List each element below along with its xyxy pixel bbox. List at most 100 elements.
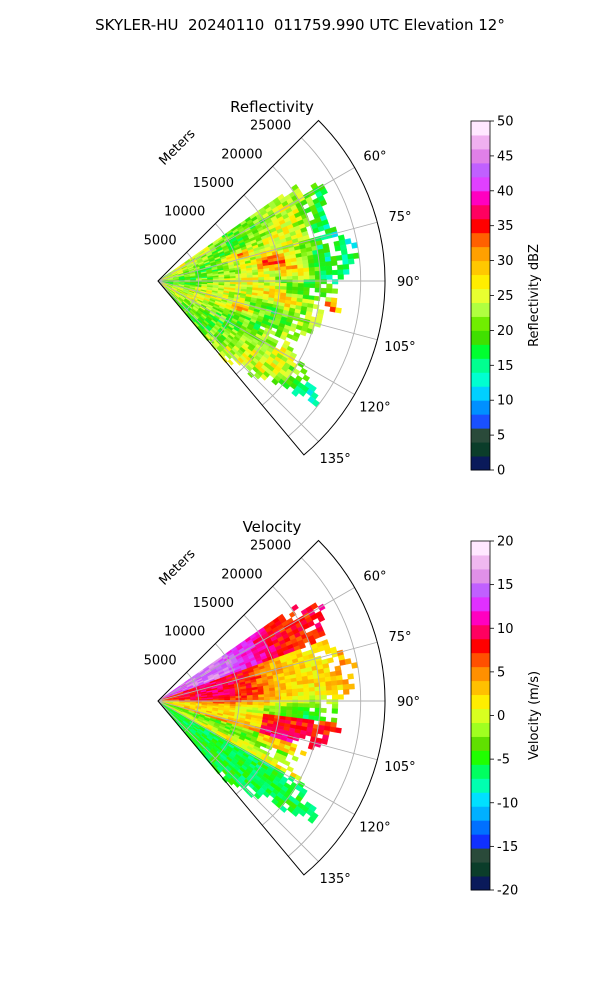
radar-cell xyxy=(281,699,288,704)
radar-cell xyxy=(309,703,316,709)
radar-cell xyxy=(275,273,282,278)
radar-cell xyxy=(286,272,293,277)
radar-cell xyxy=(252,694,259,698)
radar-cell xyxy=(280,689,287,694)
colorbar-swatch xyxy=(471,442,490,457)
azimuth-tick-label: 90° xyxy=(397,695,420,710)
radar-cell xyxy=(253,372,261,380)
radar-cell xyxy=(325,685,333,691)
radar-cell xyxy=(303,695,310,700)
radar-cell xyxy=(342,679,349,686)
colorbar-swatch xyxy=(471,428,490,443)
radar-cell xyxy=(246,277,254,281)
radar-cell xyxy=(297,264,304,270)
radar-cell xyxy=(307,258,315,265)
radar-cell xyxy=(269,273,276,278)
colorbar-swatch xyxy=(471,190,490,206)
polar-grid xyxy=(157,137,385,442)
azimuth-tick-label: 135° xyxy=(319,452,350,467)
radar-cell xyxy=(341,254,349,261)
colorbar-tick-label: 40 xyxy=(497,184,514,199)
colorbar-swatch xyxy=(471,694,490,710)
colorbar-tick-label: 15 xyxy=(497,359,514,374)
radar-cell xyxy=(308,262,315,269)
radar-cell xyxy=(329,671,337,677)
colorbar-swatch xyxy=(471,274,490,290)
radar-cell xyxy=(324,256,332,263)
radar-cell xyxy=(297,283,305,288)
colorbar-tick-label: 15 xyxy=(497,578,514,593)
radar-cell xyxy=(330,680,338,687)
radar-cell xyxy=(263,273,271,278)
panel-title: Velocity xyxy=(243,518,302,536)
radar-cell xyxy=(297,703,305,708)
radar-cell xyxy=(303,287,310,292)
colorbar-swatch xyxy=(471,680,490,696)
radar-cell xyxy=(336,679,344,686)
radar-cell xyxy=(347,258,355,265)
radar-cell xyxy=(320,279,327,285)
radar-cell xyxy=(297,691,305,697)
radar-cell xyxy=(291,335,299,342)
radar-cell xyxy=(291,264,298,270)
radar-cell xyxy=(297,688,304,693)
radar-cell xyxy=(291,268,299,274)
radar-cell xyxy=(292,272,299,277)
radar-cell xyxy=(252,697,259,701)
radar-cell xyxy=(275,276,282,281)
radar-cell xyxy=(330,675,338,682)
colorbar-tick-label: 0 xyxy=(497,709,505,724)
colorbar-tick-label: 0 xyxy=(497,464,505,479)
colorbar-swatch xyxy=(471,834,490,849)
radar-cell xyxy=(325,265,333,271)
radar-cell xyxy=(229,278,237,281)
radar-cell xyxy=(309,275,316,280)
colorbar-swatch xyxy=(471,232,490,248)
range-tick-label: 5000 xyxy=(144,653,177,668)
radar-cell xyxy=(344,658,352,665)
radar-cell xyxy=(258,694,265,698)
radar-cell xyxy=(275,279,282,284)
range-tick-label: 15000 xyxy=(193,176,234,191)
radar-cell xyxy=(298,695,305,701)
colorbar-swatch xyxy=(471,456,490,471)
radar-cell xyxy=(347,673,354,680)
colorbar-tick-label: -15 xyxy=(497,840,518,855)
radar-cell xyxy=(309,699,316,704)
azimuth-spoke xyxy=(157,280,319,442)
radar-cell xyxy=(212,698,220,701)
range-ring xyxy=(261,166,321,406)
radar-cell xyxy=(303,691,310,697)
radar-cell xyxy=(303,707,310,712)
radar-cell xyxy=(269,282,276,287)
radar-cell xyxy=(317,615,326,623)
radar-cell xyxy=(298,275,305,281)
radar-cell xyxy=(252,274,259,278)
radar-cell xyxy=(212,278,220,281)
reflectivity-panel: Reflectivity 5000 10000 15000 20000 25000 Mete… xyxy=(144,98,542,479)
radar-cell xyxy=(347,253,354,260)
radar-cell xyxy=(286,276,293,281)
radar-cell xyxy=(299,309,307,316)
radar-cell xyxy=(269,693,276,698)
colorbar-swatch xyxy=(471,302,490,317)
colorbar-swatch xyxy=(471,218,490,234)
radar-cell xyxy=(303,710,310,716)
radar-cell xyxy=(309,695,316,700)
radar-cell xyxy=(286,282,293,288)
colorbar-swatch xyxy=(471,246,490,262)
radar-cell xyxy=(286,692,293,697)
colorbar-label: Velocity (m/s) xyxy=(527,671,542,760)
colorbar-label: Reflectivity dBZ xyxy=(527,244,542,347)
colorbar-swatch xyxy=(471,750,490,765)
radar-cell xyxy=(334,245,342,252)
radar-cell xyxy=(297,706,305,712)
range-axis-label: Meters xyxy=(157,126,199,168)
radar-cell xyxy=(274,270,282,275)
range-tick-label: 25000 xyxy=(250,119,291,134)
radar-cell xyxy=(269,699,276,704)
azimuth-tick-label: 60° xyxy=(363,150,386,165)
radar-cell xyxy=(318,630,326,638)
radar-cell xyxy=(320,690,327,696)
radar-cell xyxy=(275,702,282,707)
